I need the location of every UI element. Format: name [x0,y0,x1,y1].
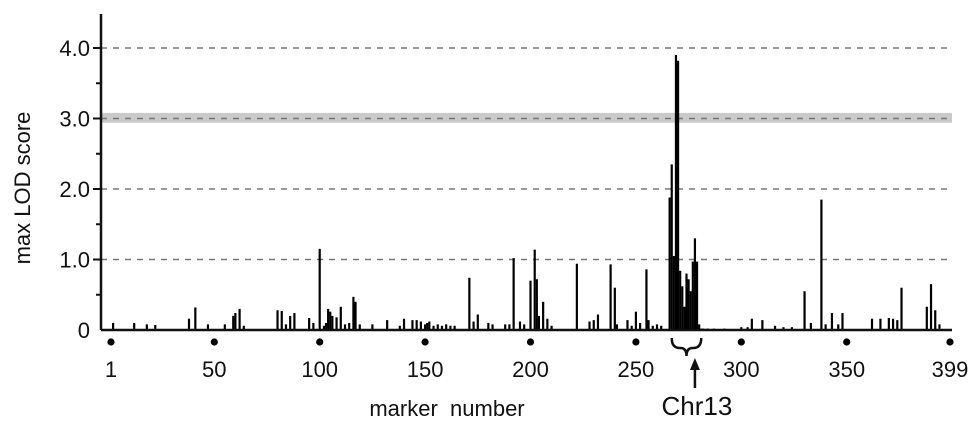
x-tick-dot-4 [526,338,535,346]
x-tick-label-6: 300 [723,357,760,382]
x-axis-title: marker number [369,396,524,421]
x-tick-label-0: 1 [105,357,117,382]
chr13-label: Chr13 [662,391,733,421]
y-ticks: 0 1.0 2.0 3.0 4.0 [59,36,101,343]
chr13-brace [670,337,703,357]
gridlines [101,47,952,261]
x-tick-label-3: 150 [407,357,444,382]
x-tick-dot-2 [316,338,324,346]
y-tick-label-1: 1.0 [59,248,90,273]
x-tick-label-7: 350 [828,357,865,382]
y-tick-label-2: 2.0 [59,177,90,202]
x-tick-dot-3 [421,338,429,346]
x-tick-label-8: 399 [932,357,969,382]
threshold-band [101,112,952,123]
x-tick-dot-1 [210,338,218,346]
x-tick-dot-7 [843,338,851,346]
x-tick-label-4: 200 [512,357,549,382]
y-axis-title: max LOD score [10,112,35,265]
x-tick-label-1: 50 [202,357,226,382]
x-tick-dot-0 [107,338,115,346]
x-tick-dot-8 [946,338,954,346]
chr13-arrow [689,358,700,388]
bars [112,55,941,330]
x-ticks: 1 50 100 150 200 250 300 350 399 [105,338,968,382]
x-tick-label-5: 250 [618,357,655,382]
x-tick-label-2: 100 [301,357,338,382]
arrow-head [689,358,700,370]
y-tick-label-0: 0 [78,318,90,343]
y-tick-label-3: 3.0 [59,107,90,132]
y-tick-label-4: 4.0 [59,36,90,61]
x-tick-dot-5 [632,338,640,346]
x-tick-dot-6 [737,338,745,346]
